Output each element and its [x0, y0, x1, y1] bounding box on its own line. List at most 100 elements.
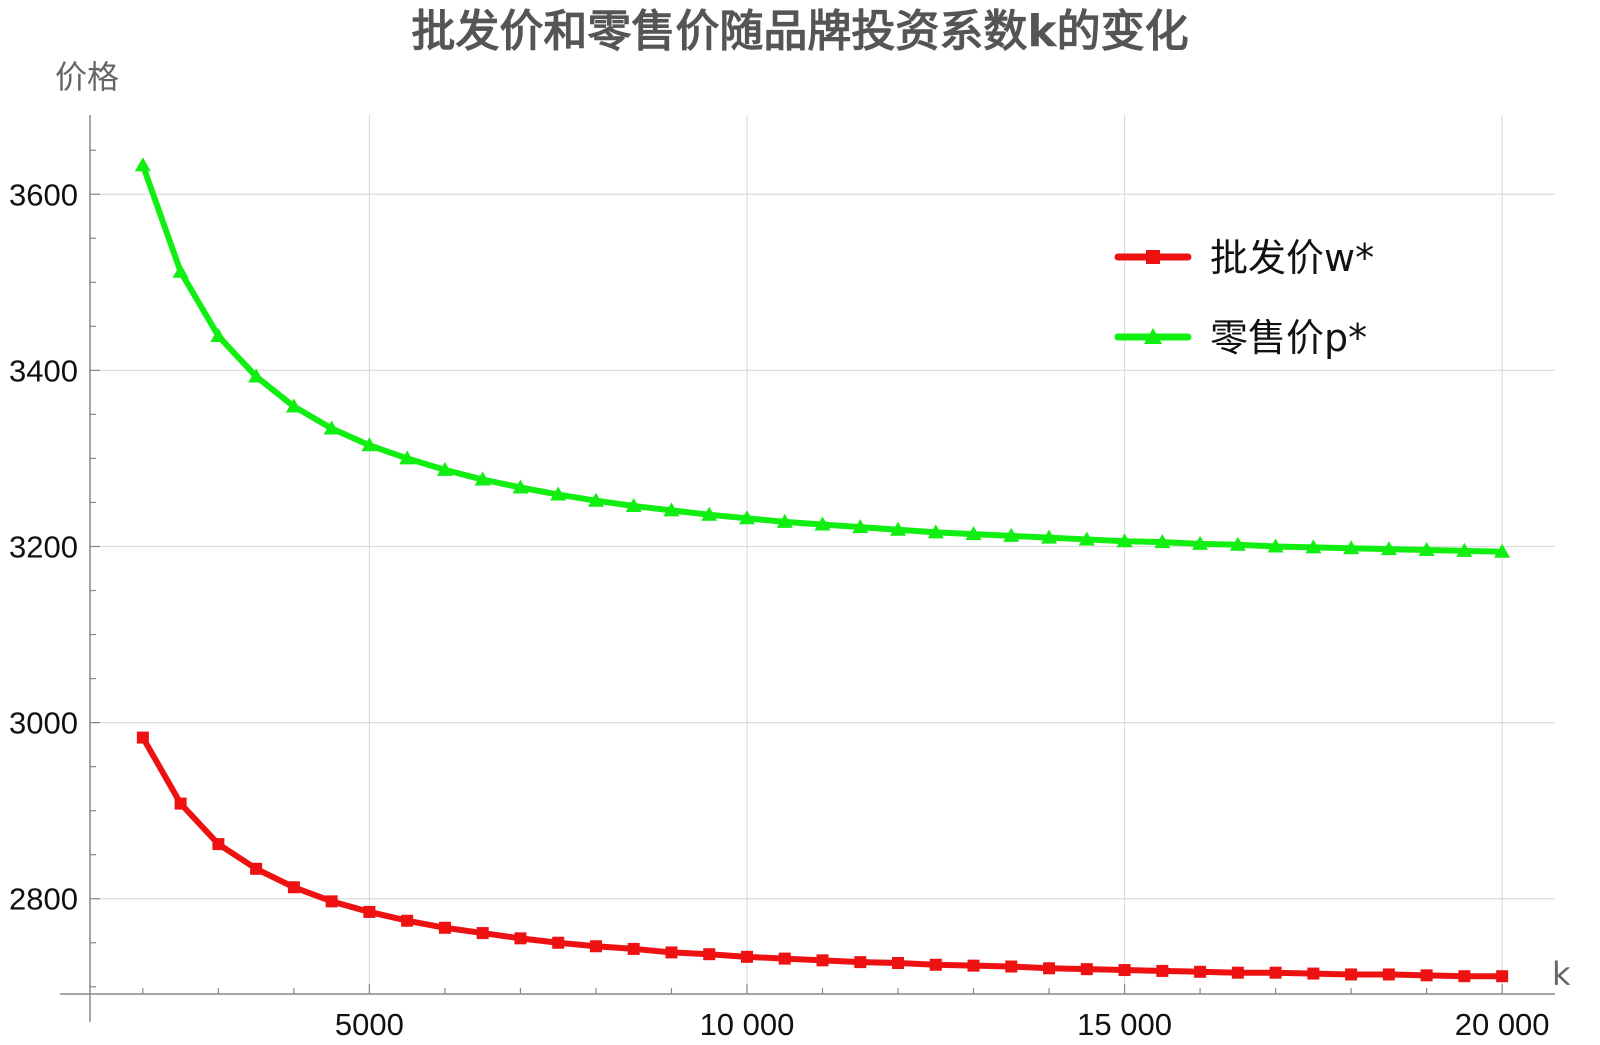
- data-point: [550, 486, 567, 501]
- series-layer: [134, 157, 1511, 983]
- data-point: [172, 263, 189, 278]
- data-point: [1496, 970, 1509, 983]
- data-point: [1458, 970, 1471, 983]
- legend-label: 零售价p*: [1210, 316, 1367, 360]
- data-point: [1418, 542, 1435, 557]
- data-point: [1345, 968, 1358, 981]
- x-tick-label: 15 000: [1077, 1007, 1172, 1042]
- data-point: [1420, 969, 1433, 982]
- data-point: [1043, 962, 1056, 975]
- x-tick-label: 5000: [335, 1007, 404, 1042]
- data-point: [1080, 963, 1093, 976]
- data-point: [1156, 964, 1169, 977]
- data-point: [1269, 966, 1282, 979]
- data-point: [399, 450, 416, 465]
- y-tick-label: 3000: [9, 706, 78, 741]
- data-point: [965, 526, 982, 541]
- data-point: [1118, 964, 1131, 977]
- data-point: [1194, 965, 1207, 978]
- data-point: [514, 932, 527, 945]
- data-point: [1267, 538, 1284, 553]
- data-point: [740, 950, 753, 963]
- data-point: [1005, 960, 1018, 973]
- data-point: [287, 881, 300, 894]
- data-point: [1343, 540, 1360, 555]
- y-tick-label: 3600: [9, 177, 78, 212]
- legend-marker: [1146, 250, 1160, 264]
- data-point: [363, 905, 376, 918]
- data-point: [250, 862, 263, 875]
- data-point: [325, 895, 338, 908]
- y-tick-label: 3200: [9, 529, 78, 564]
- axes-layer: 2800 3000 3200 3400 3600 5000 10 000 15 000 20 0…: [9, 115, 1555, 1042]
- data-point: [436, 461, 453, 476]
- data-point: [552, 936, 565, 949]
- data-point: [1192, 535, 1209, 550]
- data-point: [1041, 529, 1058, 544]
- data-point: [927, 524, 944, 539]
- legend-item-1: 批发价w*: [1114, 236, 1374, 280]
- data-point: [778, 952, 791, 965]
- data-point: [1116, 533, 1133, 548]
- data-point: [929, 958, 942, 971]
- data-point: [967, 959, 980, 972]
- y-tick-label: 2800: [9, 882, 78, 917]
- data-point: [854, 956, 867, 969]
- data-point: [738, 510, 755, 525]
- data-point: [1003, 527, 1020, 542]
- data-point: [474, 471, 491, 486]
- legend: 批发价w* 零售价p*: [1114, 236, 1374, 360]
- data-point: [1456, 542, 1473, 557]
- data-point: [248, 368, 265, 383]
- legend-label: 批发价w*: [1210, 236, 1374, 280]
- data-point: [136, 731, 149, 744]
- data-point: [890, 521, 907, 536]
- x-tick-label: 10 000: [700, 1007, 795, 1042]
- data-point: [1382, 968, 1395, 981]
- y-axis-label: 价格: [55, 58, 119, 96]
- data-point: [1380, 541, 1397, 556]
- data-point: [663, 502, 680, 517]
- data-point: [627, 942, 640, 955]
- data-point: [361, 437, 378, 452]
- series-line: [139, 734, 1506, 980]
- data-point: [1078, 531, 1095, 546]
- data-point: [1154, 534, 1171, 549]
- data-point: [174, 797, 187, 810]
- data-point: [587, 492, 604, 507]
- data-point: [210, 328, 227, 343]
- x-axis-label: k: [1552, 955, 1571, 993]
- data-point: [285, 398, 302, 413]
- x-tick-label: 20 000: [1455, 1007, 1550, 1042]
- data-point: [701, 506, 718, 521]
- data-point: [1494, 543, 1511, 558]
- data-point: [438, 921, 451, 934]
- series-2: [134, 157, 1511, 558]
- data-point: [134, 157, 151, 172]
- data-point: [816, 954, 829, 967]
- legend-marker: [1144, 328, 1162, 344]
- data-point: [323, 420, 340, 435]
- data-point: [476, 927, 489, 940]
- data-point: [1229, 536, 1246, 551]
- data-point: [625, 497, 642, 512]
- chart-title: 批发价和零售价随品牌投资系数k的变化: [411, 6, 1188, 57]
- legend-item-2: 零售价p*: [1114, 316, 1367, 360]
- data-point: [892, 957, 905, 970]
- data-point: [512, 479, 529, 494]
- data-point: [814, 516, 831, 531]
- data-point: [212, 838, 225, 851]
- data-point: [776, 513, 793, 528]
- data-point: [401, 914, 414, 927]
- data-point: [1307, 967, 1320, 980]
- data-point: [703, 948, 716, 961]
- data-point: [589, 940, 602, 953]
- data-point: [1231, 966, 1244, 979]
- data-point: [665, 946, 678, 959]
- data-point: [1305, 539, 1322, 554]
- data-point: [852, 519, 869, 534]
- y-tick-label: 3400: [9, 353, 78, 388]
- series-1: [136, 731, 1509, 983]
